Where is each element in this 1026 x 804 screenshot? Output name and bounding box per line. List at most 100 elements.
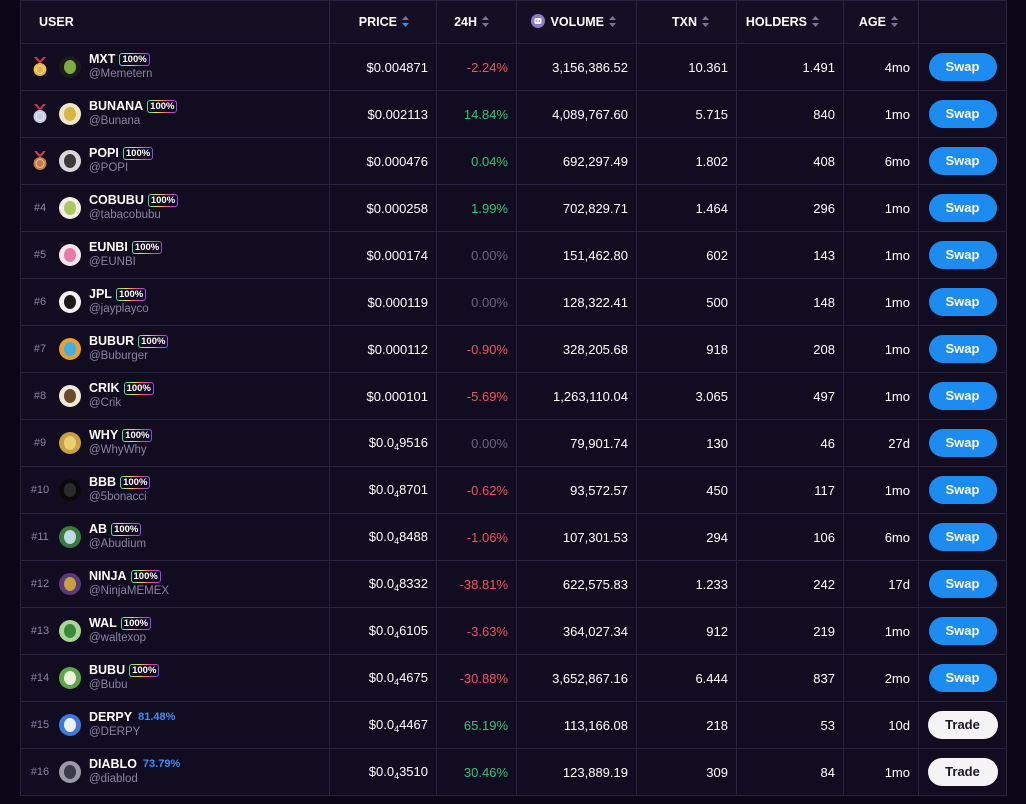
table-row[interactable]: #12 NINJA 100% @NinjaMEMEX $0.048332 -38… <box>20 560 1007 608</box>
creator-handle[interactable]: @diablod <box>89 773 138 785</box>
creator-handle[interactable]: @WhyWhy <box>89 444 147 456</box>
table-row[interactable]: #7 BUBUR 100% @Buburger $0.000112 -0.90%… <box>20 325 1007 373</box>
token-avatar[interactable] <box>59 479 81 501</box>
swap-button[interactable]: Swap <box>928 617 997 645</box>
token-avatar[interactable] <box>59 385 81 407</box>
token-ticker[interactable]: BUBU <box>89 663 126 677</box>
swap-button[interactable]: Swap <box>928 241 997 269</box>
action-cell: Swap <box>918 137 1007 185</box>
creator-handle[interactable]: @Crik <box>89 397 122 409</box>
creator-handle[interactable]: @Buburger <box>89 350 148 362</box>
swap-button[interactable]: Swap <box>928 335 997 363</box>
token-avatar[interactable] <box>59 432 81 454</box>
token-avatar[interactable] <box>59 197 81 219</box>
table-row[interactable]: #11 AB 100% @Abudium $0.048488 -1.06% 10… <box>20 513 1007 561</box>
rank-cell: #6 <box>21 296 59 308</box>
table-row[interactable]: #4 COBUBU 100% @tabacobubu $0.000258 1.9… <box>20 184 1007 232</box>
column-header-price[interactable]: PRICE <box>329 0 437 44</box>
creator-handle[interactable]: @Bunana <box>89 115 141 127</box>
token-ticker[interactable]: EUNBI <box>89 240 128 254</box>
change-24h-cell: 0.00% <box>436 231 517 279</box>
token-avatar[interactable] <box>59 714 81 736</box>
trade-button[interactable]: Trade <box>927 711 998 739</box>
user-cell: #14 BUBU 100% @Bubu <box>20 654 330 702</box>
token-ticker[interactable]: MXT <box>89 52 116 66</box>
creator-handle[interactable]: @5bonacci <box>89 491 147 503</box>
swap-button[interactable]: Swap <box>928 382 997 410</box>
rank-label: #14 <box>30 672 50 684</box>
swap-button[interactable]: Swap <box>928 288 997 316</box>
token-avatar[interactable] <box>59 338 81 360</box>
table-row[interactable]: #5 EUNBI 100% @EUNBI $0.000174 0.00% 151… <box>20 231 1007 279</box>
token-avatar[interactable] <box>59 291 81 313</box>
creator-handle[interactable]: @jayplayco <box>89 303 149 315</box>
holders-value: 143 <box>813 247 835 263</box>
rank-label: #11 <box>31 531 49 543</box>
creator-handle[interactable]: @Abudium <box>89 538 147 550</box>
swap-button[interactable]: Swap <box>928 53 997 81</box>
creator-handle[interactable]: @Bubu <box>89 679 128 691</box>
table-row[interactable]: #8 CRIK 100% @Crik $0.000101 -5.69% 1,26… <box>20 372 1007 420</box>
token-avatar[interactable] <box>59 667 81 689</box>
token-avatar[interactable] <box>59 150 81 172</box>
swap-button[interactable]: Swap <box>928 429 997 457</box>
creator-handle[interactable]: @EUNBI <box>89 256 136 268</box>
token-avatar[interactable] <box>59 244 81 266</box>
token-avatar[interactable] <box>59 103 81 125</box>
token-ticker[interactable]: BUNANA <box>89 99 144 113</box>
token-ticker[interactable]: POPI <box>89 146 119 160</box>
swap-button[interactable]: Swap <box>928 570 997 598</box>
table-row[interactable]: #13 WAL 100% @waltexop $0.046105 -3.63% … <box>20 607 1007 655</box>
token-ticker[interactable]: DERPY <box>89 710 133 724</box>
swap-button[interactable]: Swap <box>928 664 997 692</box>
column-header-24h[interactable]: 24H <box>436 0 517 44</box>
token-ticker[interactable]: WHY <box>89 428 119 442</box>
token-ticker[interactable]: DIABLO <box>89 757 137 771</box>
swap-button[interactable]: Swap <box>928 476 997 504</box>
column-header-label: VOLUME <box>550 14 604 29</box>
column-header-holders[interactable]: HOLDERS <box>736 0 844 44</box>
token-ticker[interactable]: CRIK <box>89 381 120 395</box>
creator-handle[interactable]: @Memetern <box>89 68 153 80</box>
token-avatar[interactable] <box>59 56 81 78</box>
creator-handle[interactable]: @DERPY <box>89 726 141 738</box>
column-header-age[interactable]: AGE <box>843 0 919 44</box>
swap-button[interactable]: Swap <box>928 194 997 222</box>
token-avatar[interactable] <box>59 761 81 783</box>
holders-value: 84 <box>820 764 835 780</box>
table-row[interactable]: #9 WHY 100% @WhyWhy $0.049516 0.00% 79,9… <box>20 419 1007 467</box>
sort-icon <box>482 16 489 28</box>
creator-handle[interactable]: @tabacobubu <box>89 209 161 221</box>
token-ticker[interactable]: BBB <box>89 475 117 489</box>
token-ticker[interactable]: JPL <box>89 287 112 301</box>
creator-handle[interactable]: @POPI <box>89 162 129 174</box>
price-digits: 4467 <box>399 716 428 732</box>
token-ticker[interactable]: BUBUR <box>89 334 135 348</box>
column-header-txn[interactable]: TXN <box>636 0 737 44</box>
token-avatar[interactable] <box>59 573 81 595</box>
table-row[interactable]: #14 BUBU 100% @Bubu $0.044675 -30.88% 3,… <box>20 654 1007 702</box>
table-row[interactable]: POPI 100% @POPI $0.000476 0.04% 692,297.… <box>20 137 1007 185</box>
creator-handle[interactable]: @waltexop <box>89 632 147 644</box>
token-ticker[interactable]: AB <box>89 522 108 536</box>
token-ticker[interactable]: NINJA <box>89 569 127 583</box>
table-row[interactable]: #10 BBB 100% @5bonacci $0.048701 -0.62% … <box>20 466 1007 514</box>
avatar-glyph <box>64 624 76 638</box>
token-avatar[interactable] <box>59 620 81 642</box>
token-ticker[interactable]: COBUBU <box>89 193 144 207</box>
trade-button[interactable]: Trade <box>927 758 998 786</box>
token-ticker[interactable]: WAL <box>89 616 117 630</box>
column-header-volume[interactable]: VOLUME <box>516 0 637 44</box>
swap-button[interactable]: Swap <box>928 100 997 128</box>
swap-button[interactable]: Swap <box>928 147 997 175</box>
table-row[interactable]: MXT 100% @Memetern $0.004871 -2.24% 3,15… <box>20 43 1007 91</box>
price-cell: $0.046105 <box>329 607 437 655</box>
swap-button[interactable]: Swap <box>928 523 997 551</box>
creator-handle[interactable]: @NinjaMEMEX <box>89 585 170 597</box>
txn-cell: 918 <box>636 325 737 373</box>
table-row[interactable]: BUNANA 100% @Bunana $0.002113 14.84% 4,0… <box>20 90 1007 138</box>
table-row[interactable]: #16 DIABLO 73.79% @diablod $0.043510 30.… <box>20 748 1007 796</box>
table-row[interactable]: #6 JPL 100% @jayplayco $0.000119 0.00% 1… <box>20 278 1007 326</box>
token-avatar[interactable] <box>59 526 81 548</box>
table-row[interactable]: #15 DERPY 81.48% @DERPY $0.044467 65.19%… <box>20 701 1007 749</box>
